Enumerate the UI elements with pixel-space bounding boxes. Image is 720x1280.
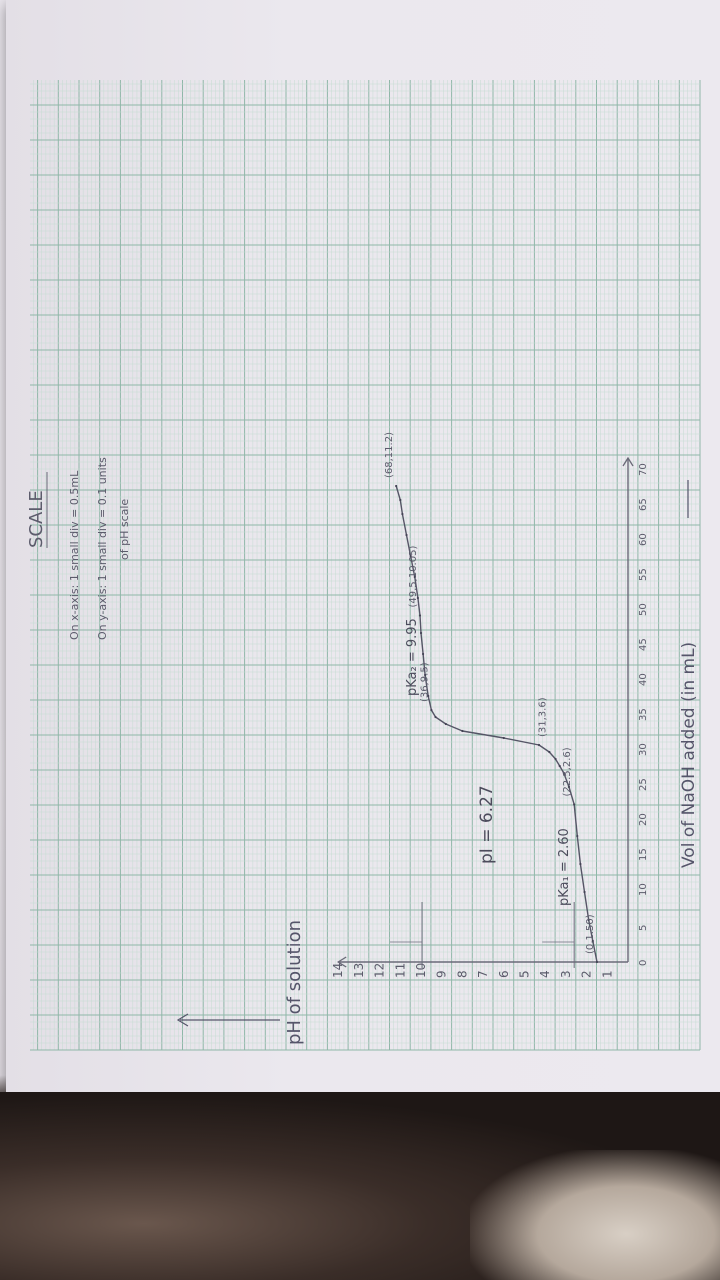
x-axis-label: Vol of NaOH added (in mL): [679, 642, 699, 868]
y-tick-label: 1: [600, 970, 614, 978]
point-label: (36,9.5): [419, 662, 430, 702]
data-point: [558, 764, 561, 768]
point-labels: (0,1.50) (22.5,2.6) (31,3.6) (36,9.5) (49.5,…: [384, 432, 596, 954]
data-point: [421, 652, 425, 656]
point-label: (49.5,10.05): [408, 546, 419, 608]
scale-note: of pH scale: [118, 499, 131, 560]
scale-title: SCALE: [26, 490, 47, 548]
x-tick-label: 5: [638, 925, 649, 931]
scale-note: On y-axis: 1 small div = 0.1 units: [96, 457, 109, 640]
x-tick-label: 55: [638, 568, 649, 581]
data-point: [562, 771, 565, 775]
data-point: [434, 715, 437, 719]
data-point: [401, 512, 404, 516]
chart-grid: [30, 80, 701, 1051]
titration-curve: [395, 485, 598, 963]
x-tick-label: 15: [638, 848, 649, 861]
chart-text: SCALE On x-axis: 1 small div = 0.5mL On y-…: [26, 457, 699, 1045]
data-point: [502, 736, 505, 740]
y-tick-label: 3: [559, 970, 573, 978]
scale-note: On x-axis: 1 small div = 0.5mL: [68, 470, 81, 640]
point-label: (0,1.50): [585, 914, 596, 954]
data-point: [419, 631, 423, 635]
point-label: (68,11.2): [384, 432, 395, 478]
data-point: [427, 694, 430, 698]
data-point: [461, 729, 464, 733]
y-tick-label: 4: [538, 970, 552, 978]
y-tick-label: 14: [331, 963, 345, 978]
point-label: (22.5,2.6): [562, 747, 573, 796]
y-label-arrowhead: [176, 1013, 189, 1027]
y-tick-label: 7: [476, 970, 490, 978]
x-tick-label: 50: [638, 603, 649, 616]
data-point: [591, 939, 594, 943]
y-tick-label: 12: [373, 963, 387, 978]
x-tick-label: 45: [638, 638, 649, 651]
y-tick-label: 5: [518, 970, 532, 978]
y-tick-label: 11: [393, 963, 407, 978]
x-tick-label: 40: [638, 673, 649, 686]
annotations: pKa₁ = 2.60 pKa₂ = 9.95 pI = 6.27: [405, 618, 572, 906]
cloth-corner: [470, 1150, 720, 1280]
data-point: [405, 533, 408, 537]
y-tick-label: 9: [435, 970, 449, 978]
data-point: [537, 743, 541, 747]
y-axis-arrow: [336, 956, 347, 968]
data-point: [579, 862, 582, 866]
data-point: [409, 554, 412, 558]
data-point: [395, 484, 398, 488]
data-point: [587, 918, 590, 922]
x-tick-label: 10: [638, 883, 649, 896]
pka-label: pKa₁ = 2.60: [557, 828, 572, 906]
pi-label: pI = 6.27: [477, 785, 497, 864]
x-tick-label: 20: [638, 813, 649, 826]
data-point: [554, 757, 557, 761]
pka-guide-lines: [390, 902, 575, 968]
pka-label: pKa₂ = 9.95: [405, 618, 420, 696]
data-point: [416, 596, 419, 600]
y-tick-label: 8: [455, 970, 469, 978]
chart-axes: [336, 456, 634, 968]
data-point: [573, 803, 576, 806]
y-tick-label: 2: [580, 970, 594, 978]
data-point: [418, 614, 422, 617]
x-axis-ticks: 0 5 10 15 20 25 30 35 40 45 50 55 60 65 70: [638, 463, 649, 966]
x-tick-label: 0: [638, 960, 649, 966]
y-tick-label: 10: [414, 963, 428, 978]
data-point: [595, 960, 599, 964]
data-point: [576, 834, 579, 838]
x-tick-label: 65: [638, 498, 649, 511]
x-tick-label: 35: [638, 708, 649, 721]
data-point: [424, 673, 427, 677]
data-point: [444, 722, 447, 726]
x-axis-arrow: [622, 456, 634, 467]
data-point: [548, 750, 551, 754]
data-point: [430, 708, 433, 712]
x-tick-label: 70: [638, 463, 649, 476]
data-point: [413, 575, 416, 579]
y-tick-label: 13: [352, 963, 366, 978]
data-point: [583, 890, 586, 894]
x-tick-label: 30: [638, 743, 649, 756]
x-tick-label: 25: [638, 778, 649, 791]
data-point: [567, 785, 571, 789]
y-axis-label: pH of solution: [284, 920, 305, 1045]
y-tick-label: 6: [497, 970, 511, 978]
x-tick-label: 60: [638, 533, 649, 546]
point-label: (31,3.6): [537, 697, 548, 737]
data-point: [399, 498, 402, 502]
series-layer: [395, 484, 599, 964]
